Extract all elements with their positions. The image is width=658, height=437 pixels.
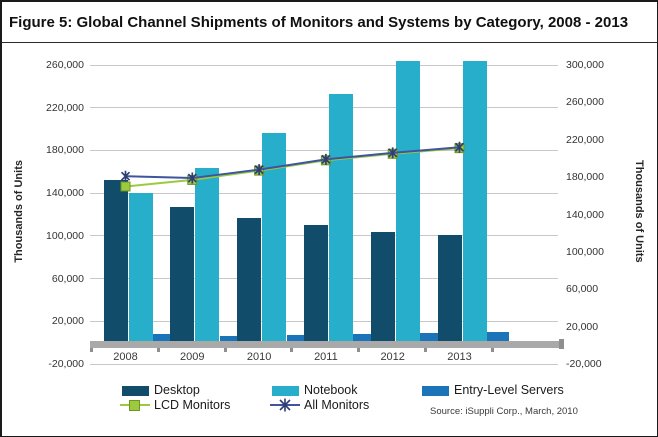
legend-label-entry-level-servers: Entry-Level Servers bbox=[454, 383, 564, 397]
x-axis-end-cap bbox=[559, 339, 564, 349]
bar-desktop-2009 bbox=[170, 207, 195, 343]
all-monitors-x-marker-icon bbox=[388, 147, 398, 159]
bar-entry-level-servers-2008 bbox=[153, 334, 175, 343]
line-lcd-monitors bbox=[125, 147, 460, 188]
all-monitors-x-marker-icon bbox=[120, 170, 131, 182]
all-monitors-x-marker-icon bbox=[454, 141, 465, 153]
figure-title: Figure 5: Global Channel Shipments of Mo… bbox=[9, 13, 629, 31]
right-tick-label: 60,000 bbox=[566, 283, 599, 296]
left-tick-label: 140,000 bbox=[46, 187, 84, 200]
gridline bbox=[90, 107, 558, 109]
left-tick-label: 260,000 bbox=[46, 59, 84, 71]
x-axis-baseline bbox=[90, 341, 563, 348]
bar-entry-level-servers-2010 bbox=[286, 335, 309, 343]
right-tick-label: 20,000 bbox=[566, 320, 599, 333]
line-all-monitors bbox=[125, 146, 460, 180]
bar-desktop-2012 bbox=[370, 231, 395, 343]
legend-label-all-monitors: All Monitors bbox=[304, 398, 370, 412]
bar-desktop-2013 bbox=[437, 234, 462, 343]
left-tick-label: -20,000 bbox=[48, 358, 84, 370]
x-axis-tick bbox=[223, 348, 227, 352]
x-axis-tick bbox=[290, 348, 294, 352]
gridline bbox=[90, 363, 558, 365]
gridline bbox=[90, 64, 558, 66]
right-tick-label: 140,000 bbox=[566, 208, 604, 221]
left-tick-label: 220,000 bbox=[46, 101, 84, 114]
year-label: 2013 bbox=[447, 351, 472, 363]
title-bar: Figure 5: Global Channel Shipments of Mo… bbox=[2, 2, 657, 43]
x-axis-tick bbox=[357, 348, 361, 352]
year-label: 2009 bbox=[180, 351, 205, 363]
year-label: 2011 bbox=[314, 351, 338, 363]
right-tick-label: 260,000 bbox=[566, 96, 604, 109]
legend-label-notebook: Notebook bbox=[304, 383, 358, 397]
right-tick-label: 300,000 bbox=[566, 59, 604, 71]
right-tick-label: -20,000 bbox=[566, 358, 602, 370]
left-axis-title: Thousands of Units bbox=[13, 160, 25, 263]
legend-swatch-notebook bbox=[272, 386, 299, 396]
year-label: 2012 bbox=[380, 351, 405, 363]
left-tick-label: 60,000 bbox=[51, 272, 84, 285]
right-tick-label: 220,000 bbox=[566, 133, 604, 146]
right-axis-title: Thousands of Units bbox=[633, 160, 645, 263]
x-axis-tick bbox=[490, 348, 494, 352]
left-tick-label: 180,000 bbox=[46, 144, 84, 157]
legend-swatch-entry-level-servers bbox=[422, 386, 449, 396]
x-axis-tick bbox=[156, 348, 160, 352]
bar-notebook-2008 bbox=[128, 193, 153, 343]
bar-notebook-2012 bbox=[395, 60, 420, 343]
bar-entry-level-servers-2012 bbox=[420, 333, 443, 343]
legend-label-desktop: Desktop bbox=[154, 383, 200, 397]
lcd-square-marker-icon bbox=[120, 181, 131, 192]
x-axis-tick bbox=[424, 348, 427, 352]
left-tick-label: 100,000 bbox=[46, 229, 84, 242]
bar-entry-level-servers-2011 bbox=[353, 334, 376, 343]
line-series-overlay bbox=[120, 141, 465, 192]
all-monitors-x-marker-icon bbox=[187, 172, 197, 184]
lcd-square-marker-icon bbox=[129, 400, 140, 411]
all-monitors-x-marker-icon bbox=[321, 153, 331, 165]
legend-label-lcd-monitors: LCD Monitors bbox=[154, 398, 231, 412]
bar-notebook-2011 bbox=[328, 93, 353, 343]
x-axis-tick bbox=[90, 348, 93, 352]
bar-desktop-2008 bbox=[103, 180, 128, 343]
left-tick-label: 20,000 bbox=[51, 315, 84, 328]
year-label: 2008 bbox=[113, 351, 138, 363]
right-tick-label: 180,000 bbox=[566, 171, 604, 184]
all-monitors-x-marker-icon bbox=[254, 164, 264, 176]
bar-desktop-2010 bbox=[237, 217, 262, 343]
right-tick-label: 100,000 bbox=[566, 245, 604, 258]
all-monitors-x-marker-icon bbox=[279, 398, 291, 412]
gridline bbox=[90, 192, 558, 194]
source-note: Source: iSuppli Corp., March, 2010 bbox=[430, 406, 578, 417]
bar-notebook-2013 bbox=[462, 60, 487, 343]
plot-area bbox=[90, 60, 558, 365]
bar-entry-level-servers-2013 bbox=[487, 331, 509, 343]
bar-entry-level-servers-2009 bbox=[219, 336, 242, 343]
year-label: 2010 bbox=[246, 351, 272, 363]
legend-swatch-desktop bbox=[122, 386, 149, 396]
gridline bbox=[90, 149, 558, 151]
bar-notebook-2009 bbox=[195, 167, 220, 343]
bar-desktop-2011 bbox=[303, 225, 328, 343]
